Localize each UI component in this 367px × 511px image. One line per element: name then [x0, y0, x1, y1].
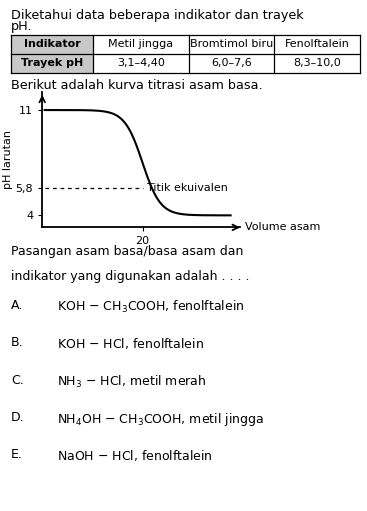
Text: Volume asam: Volume asam [245, 222, 321, 233]
Bar [11, 54, 93, 73]
Text: Berikut adalah kurva titrasi asam basa.: Berikut adalah kurva titrasi asam basa. [11, 79, 263, 92]
Text: Bromtimol biru: Bromtimol biru [190, 39, 273, 49]
Text: KOH $-$ CH$_3$COOH, fenolftalein: KOH $-$ CH$_3$COOH, fenolftalein [57, 299, 244, 315]
Text: C.: C. [11, 374, 24, 386]
Text: pH.: pH. [11, 20, 33, 33]
Text: E.: E. [11, 448, 23, 461]
Text: Titik ekuivalen: Titik ekuivalen [148, 183, 228, 193]
Text: KOH $-$ HCl, fenolftalein: KOH $-$ HCl, fenolftalein [57, 336, 204, 351]
Text: D.: D. [11, 411, 25, 424]
Text: indikator yang digunakan adalah . . . .: indikator yang digunakan adalah . . . . [11, 270, 250, 283]
Text: Fenolftalein: Fenolftalein [284, 39, 349, 49]
Text: NH$_3$ $-$ HCl, metil merah: NH$_3$ $-$ HCl, metil merah [57, 374, 206, 390]
Text: 6,0–7,6: 6,0–7,6 [211, 58, 252, 68]
Text: Trayek pH: Trayek pH [21, 58, 83, 68]
Text: B.: B. [11, 336, 23, 349]
Text: A.: A. [11, 299, 23, 312]
Text: Diketahui data beberapa indikator dan trayek: Diketahui data beberapa indikator dan tr… [11, 9, 304, 21]
Text: Indikator: Indikator [23, 39, 80, 49]
Text: NaOH $-$ HCl, fenolftalein: NaOH $-$ HCl, fenolftalein [57, 448, 213, 463]
Text: 8,3–10,0: 8,3–10,0 [293, 58, 341, 68]
Text: Pasangan asam basa/basa asam dan: Pasangan asam basa/basa asam dan [11, 245, 243, 258]
Text: Metil jingga: Metil jingga [108, 39, 174, 49]
Bar [11, 35, 93, 54]
Text: NH$_4$OH $-$ CH$_3$COOH, metil jingga: NH$_4$OH $-$ CH$_3$COOH, metil jingga [57, 411, 264, 428]
Y-axis label: pH larutan: pH larutan [3, 130, 13, 189]
Text: 3,1–4,40: 3,1–4,40 [117, 58, 165, 68]
